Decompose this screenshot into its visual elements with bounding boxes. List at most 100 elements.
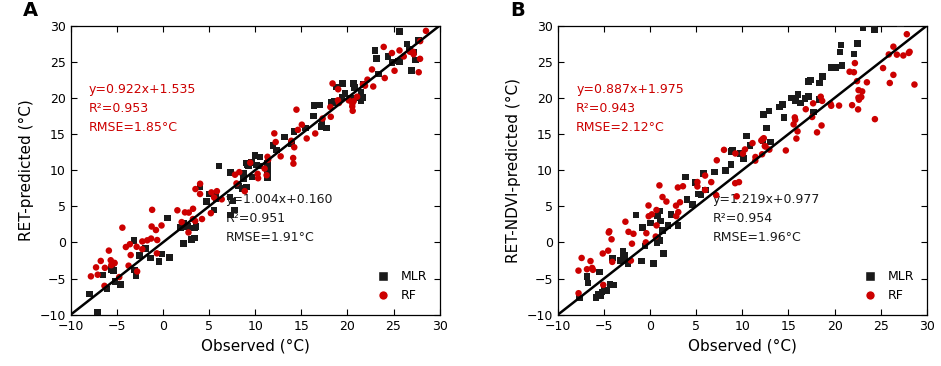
Point: [690, 183, 705, 189]
Point: [104, 257, 119, 263]
Point: [845, 102, 860, 108]
Point: [615, 252, 630, 258]
Point: [663, 212, 678, 217]
Point: [252, 154, 267, 160]
Point: [234, 186, 249, 191]
Point: [763, 139, 778, 145]
Point: [130, 269, 145, 274]
Point: [187, 225, 202, 231]
Point: [621, 229, 636, 235]
Point: [571, 290, 586, 296]
Point: [239, 184, 254, 190]
Point: [758, 143, 773, 149]
Point: [215, 197, 230, 202]
Point: [868, 116, 883, 122]
Point: [875, 65, 890, 71]
X-axis label: Observed (°C): Observed (°C): [688, 338, 797, 353]
Point: [104, 267, 120, 273]
Point: [229, 180, 244, 186]
Point: [244, 160, 259, 165]
Point: [742, 143, 758, 149]
Point: [907, 82, 922, 87]
Y-axis label: RET-NDVI-predicted (°C): RET-NDVI-predicted (°C): [506, 78, 521, 263]
Point: [882, 52, 897, 57]
Point: [406, 49, 421, 55]
Point: [259, 172, 274, 178]
Point: [589, 295, 604, 300]
Point: [127, 267, 142, 273]
Point: [324, 114, 339, 120]
Point: [228, 172, 243, 178]
Point: [652, 183, 667, 188]
Point: [138, 246, 153, 251]
Point: [97, 283, 112, 289]
Point: [412, 56, 427, 62]
Point: [122, 241, 137, 247]
Point: [572, 316, 587, 322]
Point: [344, 104, 359, 109]
Point: [581, 280, 596, 286]
Point: [128, 273, 143, 279]
Point: [854, 89, 869, 94]
Point: [354, 89, 369, 95]
Point: [129, 244, 144, 250]
Point: [598, 288, 614, 294]
Point: [150, 237, 165, 243]
Point: [106, 260, 121, 266]
Point: [210, 188, 225, 194]
Point: [861, 13, 876, 19]
Point: [391, 29, 407, 34]
Point: [789, 136, 804, 142]
Point: [868, 27, 883, 33]
Point: [260, 167, 275, 173]
Point: [126, 238, 141, 243]
Point: [349, 94, 364, 100]
Point: [257, 166, 272, 172]
Point: [358, 83, 373, 89]
Point: [315, 116, 330, 122]
Point: [160, 215, 175, 221]
Point: [237, 188, 252, 194]
Point: [189, 224, 204, 230]
Point: [638, 239, 653, 245]
Point: [385, 50, 400, 56]
Point: [724, 161, 739, 167]
Point: [144, 236, 159, 242]
Point: [626, 231, 641, 237]
Point: [755, 151, 770, 157]
Point: [187, 235, 202, 241]
Point: [121, 263, 136, 269]
Point: [347, 85, 362, 91]
Point: [645, 212, 660, 217]
Point: [104, 262, 119, 268]
Point: [226, 198, 241, 204]
Point: [881, 17, 896, 23]
Point: [670, 184, 685, 190]
Point: [371, 71, 386, 77]
Point: [748, 158, 763, 164]
Point: [182, 210, 197, 216]
Point: [212, 163, 227, 169]
Point: [176, 240, 191, 246]
Point: [261, 160, 276, 166]
Point: [261, 163, 276, 169]
Point: [314, 120, 329, 126]
Point: [852, 97, 867, 102]
Point: [107, 279, 122, 284]
Y-axis label: RET-predicted (°C): RET-predicted (°C): [19, 99, 34, 241]
Point: [605, 255, 620, 261]
Point: [176, 221, 191, 227]
Point: [392, 59, 407, 64]
Point: [308, 131, 323, 137]
Point: [580, 274, 595, 280]
Point: [809, 130, 824, 135]
Point: [261, 157, 276, 163]
Point: [756, 138, 771, 144]
Point: [646, 260, 662, 266]
Point: [655, 194, 670, 200]
Point: [170, 208, 185, 213]
Point: [697, 187, 712, 193]
Point: [595, 289, 610, 295]
Point: [790, 92, 805, 97]
Point: [784, 95, 799, 101]
